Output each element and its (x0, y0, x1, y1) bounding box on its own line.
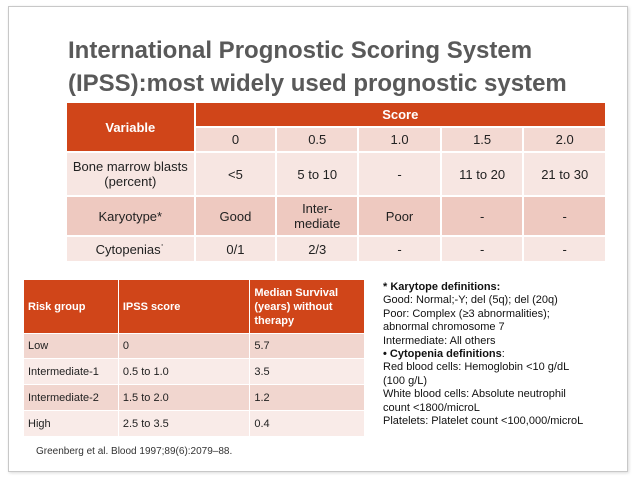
table-cell: 21 to 30 (522, 151, 607, 197)
definition-rbc: Red blood cells: Hemoglobin <10 g/dL (383, 361, 570, 374)
table-cell: - (439, 235, 525, 263)
table-cell: 0 (117, 333, 251, 359)
definition-good: Good: Normal;-Y; del (5q); del (20q) (383, 294, 558, 307)
cytopenia-definitions-heading: • Cytopenia definitions: (383, 348, 615, 361)
ipss-score-table: Variable Score 0 0.5 1.0 1.5 2.0 Bone ma… (65, 101, 608, 263)
table-row: Intermediate-1 0.5 to 1.0 3.5 (23, 358, 365, 385)
row-variable: Cytopenias˙ (65, 235, 196, 263)
table-row: High 2.5 to 3.5 0.4 (23, 410, 365, 437)
title-line-1: International Prognostic Scoring System (68, 37, 533, 64)
table-cell: - (522, 195, 607, 237)
table-cell: High (23, 410, 119, 437)
variable-header: Variable (65, 101, 196, 153)
score-col-2: 1.0 (357, 126, 442, 153)
score-col-3: 1.5 (439, 126, 525, 153)
table-row: Karyotype* Good Inter-mediate Poor - - (65, 195, 607, 237)
score-col-1: 0.5 (275, 126, 360, 153)
table-cell: Intermediate-2 (23, 384, 119, 411)
table-cell: 2/3 (275, 235, 360, 263)
risk-group-table: Risk group IPSS score Median Survival (y… (23, 279, 365, 437)
title-line-2: (IPSS):most widely used prognostic syste… (68, 70, 567, 97)
definition-platelets: Platelets: Platelet count <100,000/micro… (383, 415, 584, 428)
score-header: Score (193, 101, 608, 128)
table-cell: Intermediate-1 (23, 358, 119, 385)
table-cell: Poor (357, 195, 442, 237)
definition-wbc-cont: count <1800/microL (383, 401, 480, 414)
table-cell: 5 to 10 (275, 151, 360, 197)
table-cell: 11 to 20 (439, 151, 525, 197)
table-cell: - (439, 195, 525, 237)
table-cell: Low (23, 333, 119, 359)
table-cell: Inter-mediate (275, 195, 360, 237)
definition-poor-cont: abnormal chromosome 7 (383, 321, 505, 334)
table-cell: 3.5 (249, 358, 365, 385)
table-cell: 0.5 to 1.0 (117, 358, 251, 385)
table-cell: - (357, 151, 442, 197)
row-variable: Bone marrow blasts (percent) (65, 151, 196, 197)
definition-intermediate: Intermediate: All others (383, 334, 496, 347)
table-cell: 1.2 (249, 384, 365, 411)
table-cell: 0.4 (249, 410, 365, 437)
slide-title: International Prognostic Scoring System … (68, 34, 608, 100)
cytopenia-heading-text: Cytopenia definitions (389, 348, 502, 361)
score-col-0: 0 (193, 126, 278, 153)
definition-wbc: White blood cells: Absolute neutrophil (383, 388, 566, 401)
table-cell: Good (193, 195, 278, 237)
median-survival-header: Median Survival (years) without therapy (249, 279, 365, 334)
cytopenia-heading-colon: : (501, 348, 505, 361)
risk-group-header: Risk group (23, 279, 119, 334)
bullet: • (383, 348, 390, 361)
definition-poor: Poor: Complex (≥3 abnormalities); (383, 307, 550, 320)
row-variable: Karyotype* (65, 195, 196, 237)
karyotype-definitions-heading: * Karytope definitions: (383, 281, 501, 293)
table-row: Cytopenias˙ 0/1 2/3 - - - (65, 235, 607, 263)
table-row: Intermediate-2 1.5 to 2.0 1.2 (23, 384, 365, 411)
score-col-4: 2.0 (522, 126, 607, 153)
definition-rbc-cont: (100 g/L) (383, 374, 428, 387)
definitions-panel: * Karytope definitions: Good: Normal;-Y;… (383, 281, 615, 428)
table-cell: 2.5 to 3.5 (117, 410, 251, 437)
table-cell: 0/1 (193, 235, 278, 263)
ipss-score-header: IPSS score (117, 279, 251, 334)
table-cell: <5 (193, 151, 278, 197)
table-cell: - (522, 235, 607, 263)
table-row: Bone marrow blasts (percent) <5 5 to 10 … (65, 151, 607, 197)
table-row: Low 0 5.7 (23, 333, 365, 359)
citation: Greenberg et al. Blood 1997;89(6):2079–8… (36, 446, 233, 457)
table-cell: - (357, 235, 442, 263)
table-cell: 1.5 to 2.0 (117, 384, 251, 411)
table-cell: 5.7 (249, 333, 365, 359)
